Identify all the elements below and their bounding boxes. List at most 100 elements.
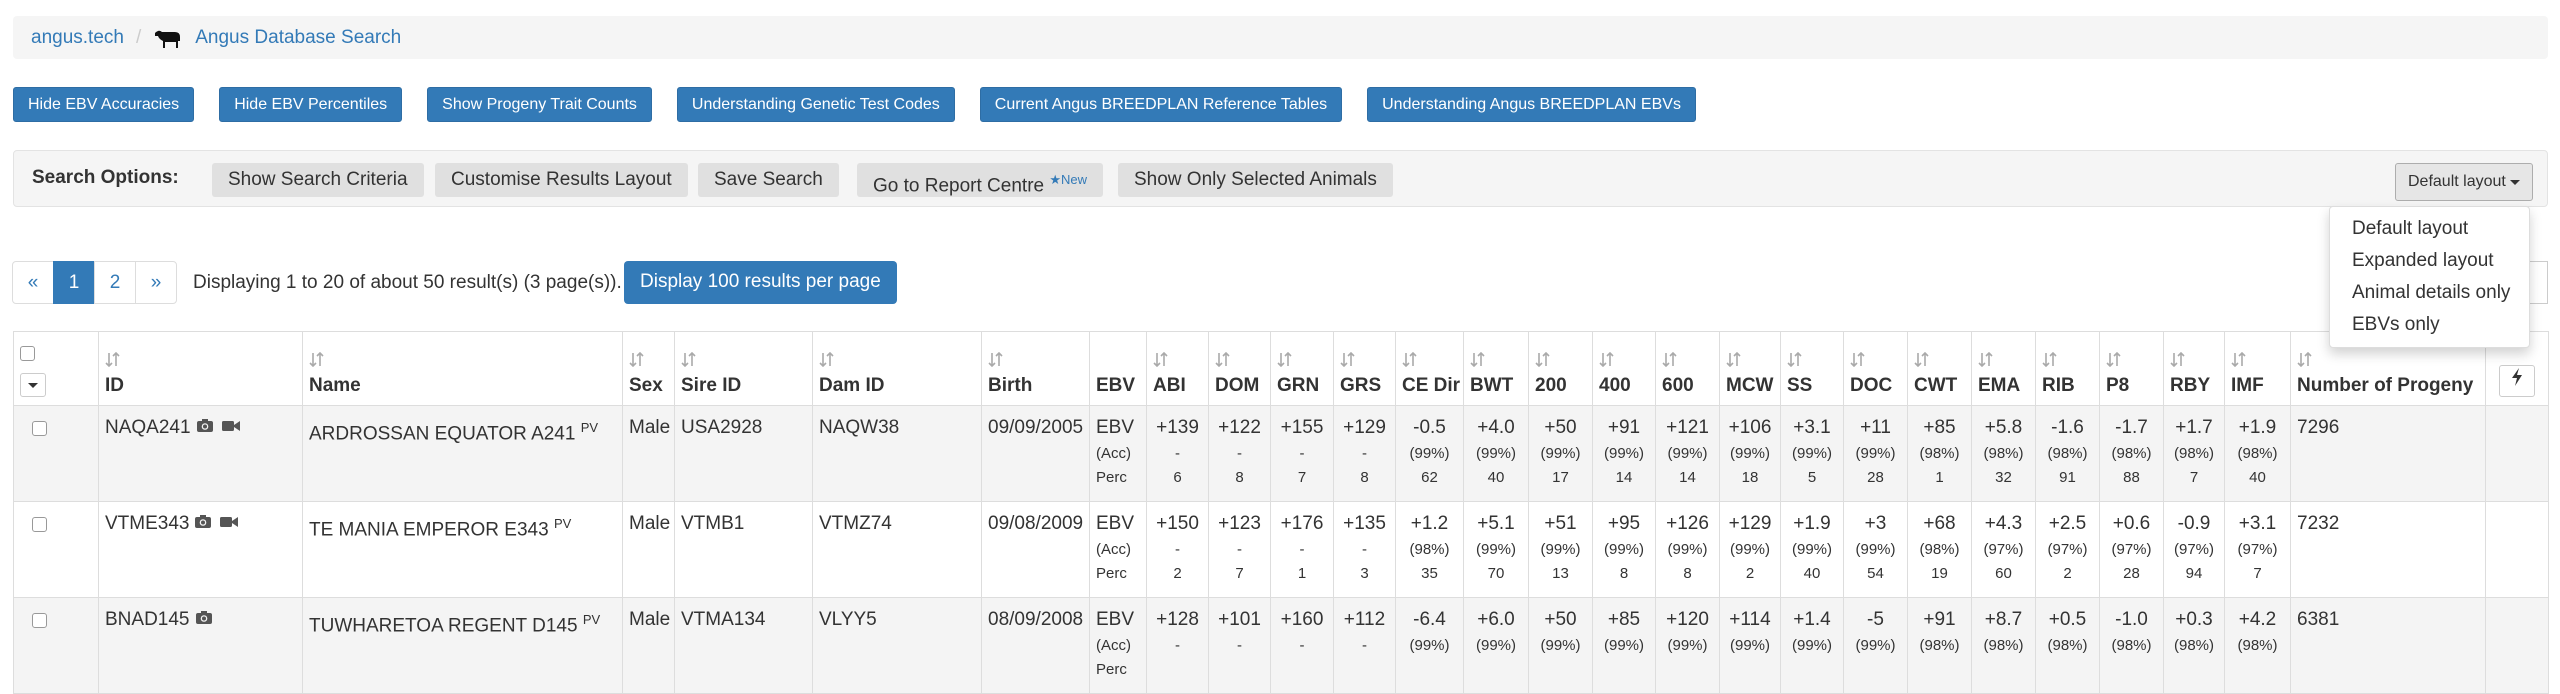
search-option-button[interactable]: Save Search xyxy=(698,163,839,197)
ebv-accuracy: (99%) xyxy=(1729,541,1770,558)
column-header: 600 xyxy=(1655,331,1720,406)
breadcrumb-link[interactable]: angus.tech xyxy=(31,27,124,48)
layout-menu-item[interactable]: Default layout xyxy=(2352,218,2469,239)
ebv-cell: -1.7 (98%) 88 xyxy=(2099,405,2164,502)
progeny-cell: 7232 xyxy=(2290,501,2486,598)
new-badge: ★New xyxy=(1049,172,1088,187)
search-option-button[interactable]: Show Search Criteria xyxy=(212,163,424,197)
pv-badge: PV xyxy=(580,420,599,435)
row-label-cell: EBV (Acc) Perc xyxy=(1089,405,1147,502)
layout-menu-item[interactable]: Animal details only xyxy=(2352,282,2511,303)
layout-menu-item[interactable]: Expanded layout xyxy=(2352,250,2494,271)
ebv-accuracy: (99%) xyxy=(1729,445,1770,462)
ebv-accuracy: (97%) xyxy=(2237,541,2278,558)
layout-button[interactable]: Default layout xyxy=(2395,163,2534,201)
column-header-text: EMA xyxy=(1978,375,2021,396)
select-dropdown[interactable] xyxy=(20,373,46,397)
ebv-cell: +0.3 (98%) xyxy=(2163,597,2225,694)
row-label: (Acc) xyxy=(1096,445,1131,462)
column-header-text: SS xyxy=(1787,375,1813,396)
row-checkbox[interactable] xyxy=(32,613,47,628)
column-header-text: DOM xyxy=(1215,375,1260,396)
ebv-accuracy: - xyxy=(1362,637,1367,654)
action-cell xyxy=(2485,501,2549,598)
quick-action-button[interactable] xyxy=(2499,365,2535,397)
ebv-cell: +0.6 (97%) 28 xyxy=(2099,501,2164,598)
name-cell: TE MANIA EMPEROR E343 PV xyxy=(302,501,623,598)
ebv-cell: +126 (99%) 8 xyxy=(1655,501,1720,598)
sort-icon xyxy=(1787,352,1802,367)
column-header-text: MCW xyxy=(1726,375,1774,396)
toolbar-button[interactable]: Understanding Genetic Test Codes xyxy=(676,87,955,122)
layout-button-text: Default layout xyxy=(2408,173,2506,190)
sort-icon xyxy=(2106,352,2121,367)
photo-icon xyxy=(195,611,212,624)
ebv-percentile: 5 xyxy=(1807,469,1817,486)
ebv-value: +1.2 xyxy=(1410,513,1449,534)
column-header: P8 xyxy=(2099,331,2164,406)
row-label-cell: EBV (Acc) Perc xyxy=(1089,597,1147,694)
column-header: GRS xyxy=(1333,331,1396,406)
search-option-button[interactable]: Show Only Selected Animals xyxy=(1118,163,1393,197)
page-link[interactable]: 2 xyxy=(94,261,136,304)
column-header-text: Name xyxy=(309,375,361,396)
ebv-accuracy: (99%) xyxy=(1667,637,1708,654)
ebv-accuracy: (98%) xyxy=(2173,637,2214,654)
ebv-value: +8.7 xyxy=(1984,609,2023,630)
layout-menu-item[interactable]: EBVs only xyxy=(2352,314,2440,335)
sort-icon xyxy=(1470,352,1485,367)
ebv-accuracy: (99%) xyxy=(1409,637,1450,654)
ebv-percentile: 40 xyxy=(1803,565,1821,582)
toolbar-button[interactable]: Understanding Angus BREEDPLAN EBVs xyxy=(1367,87,1696,122)
toolbar-button[interactable]: Show Progeny Trait Counts xyxy=(427,87,652,122)
animal-id[interactable]: BNAD145 xyxy=(105,609,190,630)
page-body: angus.tech / Angus Database Search Hide … xyxy=(12,27,2549,694)
sire-id-cell: VTMB1 xyxy=(674,501,813,598)
animal-id[interactable]: VTME343 xyxy=(105,513,190,534)
page-link[interactable]: 1 xyxy=(53,261,95,304)
ebv-value: +85 xyxy=(1923,417,1956,438)
breadcrumb-current[interactable]: Angus Database Search xyxy=(195,27,402,48)
column-header: ID xyxy=(98,331,303,406)
ebv-accuracy: (98%) xyxy=(2047,637,2088,654)
ebv-value: +68 xyxy=(1923,513,1956,534)
search-option-button[interactable]: Customise Results Layout xyxy=(435,163,688,197)
column-header-text: RIB xyxy=(2042,375,2075,396)
ebv-accuracy: (97%) xyxy=(1983,541,2024,558)
sort-icon xyxy=(1978,352,1993,367)
page-next[interactable]: » xyxy=(135,261,177,304)
select-header xyxy=(13,331,99,406)
search-option-button[interactable]: Go to Report Centre ★New xyxy=(857,163,1104,197)
row-checkbox[interactable] xyxy=(32,517,47,532)
ebv-percentile: 8 xyxy=(1360,469,1369,486)
row-label: EBV xyxy=(1096,417,1135,438)
row-checkbox[interactable] xyxy=(32,421,47,436)
ebv-value: +101 xyxy=(1218,609,1261,630)
ebv-percentile: 17 xyxy=(1552,469,1569,486)
ebv-accuracy: (99%) xyxy=(1667,445,1708,462)
progeny-count: 7296 xyxy=(2297,417,2340,438)
select-all-checkbox[interactable] xyxy=(20,346,35,361)
toolbar-button[interactable]: Hide EBV Accuracies xyxy=(13,87,195,122)
toolbar-button[interactable]: Current Angus BREEDPLAN Reference Tables xyxy=(979,87,1343,122)
sort-icon xyxy=(2042,352,2057,367)
lightning-icon xyxy=(2512,368,2522,386)
page-prev[interactable]: « xyxy=(12,261,54,304)
pagination: «1 2» xyxy=(12,261,177,304)
ebv-accuracy: (98%) xyxy=(2111,637,2152,654)
toolbar-button[interactable]: Hide EBV Percentiles xyxy=(219,87,403,122)
sex: Male xyxy=(629,417,671,438)
progeny-cell: 6381 xyxy=(2290,597,2486,694)
ebv-cell: +5.8 (98%) 32 xyxy=(1971,405,2036,502)
row-label: (Acc) xyxy=(1096,637,1131,654)
table-body: NAQA241 ARDROSSAN EQUATOR A241 PV Male USA2… xyxy=(13,405,2549,694)
animal-id[interactable]: NAQA241 xyxy=(105,417,191,438)
ebv-percentile: 8 xyxy=(1619,565,1629,582)
birth-cell: 09/09/2005 xyxy=(981,405,1090,502)
per-page-button[interactable]: Display 100 results per page xyxy=(624,261,897,304)
dam-id: NAQW38 xyxy=(819,417,900,438)
ebv-accuracy: (99%) xyxy=(1791,445,1832,462)
row-label: Perc xyxy=(1096,565,1127,582)
ebv-cell: +95 (99%) 8 xyxy=(1592,501,1656,598)
ebv-value: +3 xyxy=(1864,513,1887,534)
